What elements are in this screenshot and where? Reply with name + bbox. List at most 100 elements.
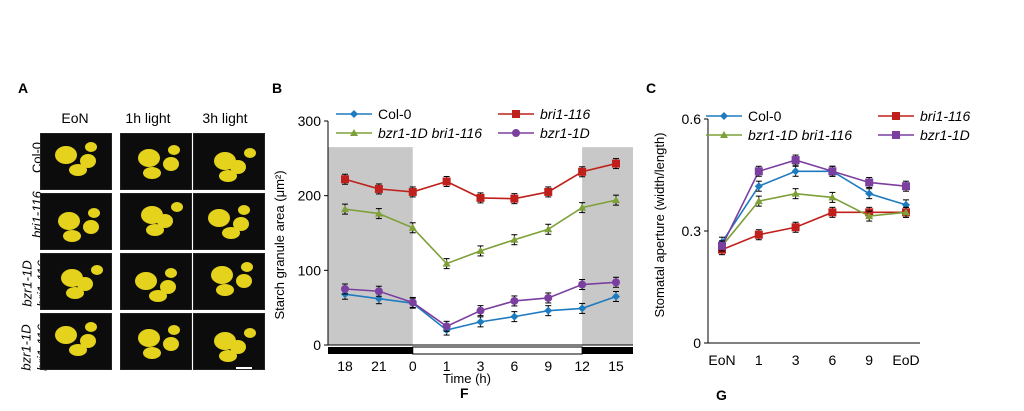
starch-granule bbox=[83, 220, 99, 234]
panel-label-g: G bbox=[716, 387, 727, 403]
x-tick-label: 18 bbox=[337, 358, 353, 374]
data-point bbox=[341, 175, 349, 184]
micrograph-cell bbox=[193, 193, 265, 250]
data-point bbox=[902, 182, 910, 191]
data-point bbox=[892, 131, 900, 139]
y-tick-label: 0.6 bbox=[682, 111, 702, 127]
starch-granule bbox=[66, 287, 84, 299]
starch-granule bbox=[143, 167, 161, 179]
x-tick-label: 3 bbox=[792, 352, 800, 368]
micrograph-cell bbox=[40, 313, 112, 370]
starch-granule bbox=[88, 208, 100, 218]
starch-granule bbox=[219, 170, 237, 182]
panel-label-c: C bbox=[646, 80, 657, 96]
data-point bbox=[374, 209, 383, 217]
stomatal-aperture-chart: 0 0.3 0.6 EoN 1 3 6 9 EoD Col-0 bri1-116 bzr1-1D br… bbox=[652, 108, 971, 368]
column-label-1h-light: 1h light bbox=[125, 110, 171, 126]
data-point bbox=[578, 167, 587, 176]
data-point bbox=[578, 203, 587, 211]
series-bzr1-1d bbox=[718, 154, 910, 252]
data-point bbox=[476, 246, 485, 254]
x-tick-label: EoD bbox=[892, 352, 919, 368]
chart2-ylabel: Stomatal aperture (width/length) bbox=[652, 133, 667, 318]
data-point bbox=[791, 189, 800, 197]
data-point bbox=[408, 223, 417, 231]
series-line bbox=[721, 211, 906, 251]
legend-entry: bzr1-1D bri1-116 bbox=[706, 127, 852, 143]
data-point bbox=[476, 317, 485, 326]
starch-granule bbox=[135, 272, 157, 290]
starch-granule bbox=[69, 164, 87, 176]
legend-label: Col-0 bbox=[748, 108, 782, 124]
panel-label-f: F bbox=[460, 385, 469, 401]
data-point bbox=[476, 193, 485, 202]
y-tick-label: 0 bbox=[693, 335, 701, 351]
panel-label-b: B bbox=[272, 80, 283, 96]
data-point bbox=[476, 306, 485, 315]
x-tick-label: 6 bbox=[510, 358, 518, 374]
legend-entry: bzr1-1D bri1-116 bbox=[336, 125, 482, 141]
starch-granule bbox=[58, 212, 80, 230]
data-point bbox=[612, 292, 620, 301]
series-col-0 bbox=[718, 165, 910, 248]
x-tick-label: 12 bbox=[574, 358, 590, 374]
panel-label-a: A bbox=[18, 80, 29, 96]
series-bri1-116 bbox=[341, 158, 620, 205]
scale-bar bbox=[236, 367, 252, 369]
data-point bbox=[754, 197, 763, 205]
y-tick-label: 200 bbox=[298, 188, 322, 204]
series-line bbox=[721, 170, 907, 243]
data-point bbox=[578, 280, 587, 289]
data-point bbox=[865, 178, 874, 187]
series-bzr1-1d-bri1-116 bbox=[341, 194, 620, 270]
data-point bbox=[865, 212, 874, 220]
starch-granule bbox=[244, 148, 256, 158]
data-point bbox=[442, 322, 451, 331]
micrograph-cell bbox=[120, 313, 192, 370]
x-tick-label: EoN bbox=[708, 352, 735, 368]
legend-entry: bri1-116 bbox=[498, 106, 591, 122]
chart1-ylabel: Starch granule area (μm²) bbox=[272, 170, 287, 319]
data-point bbox=[408, 187, 417, 196]
legend-label: bri1-116 bbox=[920, 108, 971, 124]
starch-granule bbox=[171, 202, 183, 212]
data-point bbox=[408, 298, 417, 307]
series-line bbox=[721, 159, 907, 247]
x-tick-label: 6 bbox=[829, 352, 837, 368]
legend-entry: Col-0 bbox=[336, 106, 412, 122]
data-point bbox=[544, 293, 553, 302]
light-period-bar bbox=[412, 346, 583, 355]
data-point bbox=[828, 208, 837, 217]
chart1-xlabel: Time (h) bbox=[443, 371, 491, 386]
starch-granule bbox=[157, 214, 173, 228]
data-point bbox=[442, 177, 451, 186]
legend-label: bzr1-1D bbox=[540, 125, 590, 141]
starch-granule-chart: 0 100 200 300 18 21 0 1 3 6 9 12 15 Col-0 bri1-116 bzr1… bbox=[272, 106, 633, 386]
starch-granule bbox=[138, 329, 160, 347]
data-point bbox=[544, 306, 553, 315]
series-bzr1-1d bbox=[341, 276, 620, 332]
starch-granule bbox=[238, 205, 250, 215]
column-label-eon: EoN bbox=[61, 110, 89, 126]
micrograph-cell bbox=[40, 253, 112, 310]
chart1-plot: 0 100 200 300 18 21 0 1 3 6 9 12 15 Col-0 bri1-116 bzr1… bbox=[298, 106, 633, 374]
data-point bbox=[612, 196, 620, 204]
data-point bbox=[754, 230, 763, 239]
legend-entry: bzr1-1D bbox=[498, 125, 590, 141]
starch-granule bbox=[77, 277, 93, 291]
data-point bbox=[754, 182, 763, 191]
dark-period-bar bbox=[582, 347, 633, 354]
starch-granule bbox=[236, 274, 252, 288]
data-point bbox=[865, 189, 874, 198]
starch-granule bbox=[168, 325, 180, 335]
data-point bbox=[544, 225, 553, 233]
data-point bbox=[828, 193, 837, 201]
starch-granule bbox=[230, 160, 246, 174]
y-tick-label: 0 bbox=[313, 337, 321, 353]
data-point bbox=[720, 112, 728, 120]
data-point bbox=[828, 167, 837, 176]
y-tick-label: 300 bbox=[298, 113, 322, 129]
data-point bbox=[512, 110, 520, 118]
starch-granule bbox=[233, 217, 249, 231]
x-tick-label: 1 bbox=[443, 358, 451, 374]
